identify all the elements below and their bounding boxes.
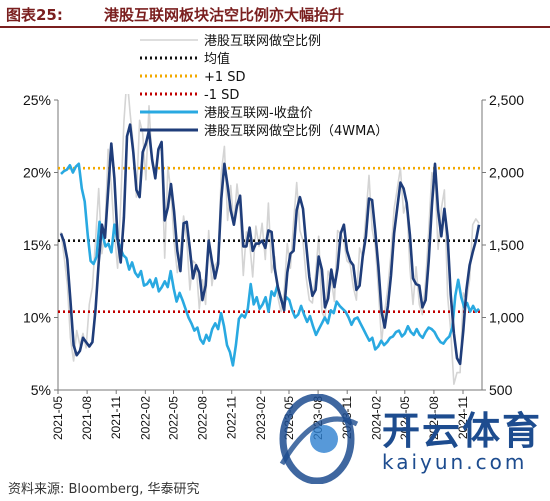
x-tick-label: 2024-02 <box>369 396 383 440</box>
figure-title-bar: 图表25: 港股互联网板块沽空比例亦大幅抬升 <box>0 0 550 28</box>
series-line-right <box>60 162 480 367</box>
legend-label: 港股互联网做空比例 <box>204 34 321 49</box>
figure-source: 资料来源: Bloomberg, 华泰研究 <box>8 482 200 497</box>
legend-label: 均值 <box>204 51 230 67</box>
watermark-text-en: kaiyun.com <box>382 450 528 474</box>
figure-label: 图表25: <box>6 6 63 24</box>
x-tick-label: 2022-08 <box>196 396 210 440</box>
series-line-left <box>60 94 480 385</box>
legend-label: 港股互联网-收盘价 <box>204 105 313 121</box>
series-line-left <box>59 123 481 366</box>
title-rule <box>0 26 550 28</box>
x-tick-label: 2024-11 <box>456 396 470 439</box>
x-tick-label: 2021-08 <box>80 396 94 440</box>
legend-label: -1 SD <box>204 88 239 103</box>
y-right-tick-label: 1,000 <box>489 310 524 326</box>
x-tick-label: 2022-11 <box>225 396 239 439</box>
watermark-logo-icon <box>279 394 359 484</box>
y-right-tick-label: 1,500 <box>489 237 524 253</box>
y-left-tick-label: 15% <box>23 237 51 253</box>
y-right-tick-label: 2,500 <box>489 92 524 108</box>
figure-title: 港股互联网板块沽空比例亦大幅抬升 <box>104 6 345 24</box>
y-left-tick-label: 5% <box>31 382 51 398</box>
x-tick-label: 2023-02 <box>254 396 268 440</box>
x-tick-label: 2024-08 <box>427 396 441 440</box>
watermark: 开云体育 kaiyun.com <box>262 394 550 484</box>
short-ratio-chart: 5% 10% 15% 20% 25% 500 1,000 1,500 2,000 2,500 202… <box>23 34 524 440</box>
legend-label: +1 SD <box>204 70 246 85</box>
y-left-tick-label: 25% <box>23 92 51 108</box>
y-left-tick-label: 20% <box>23 165 51 181</box>
y-right-tick-label: 2,000 <box>489 165 524 181</box>
y-right-tick-label: 500 <box>489 382 513 398</box>
x-tick-label: 2021-05 <box>51 396 65 440</box>
legend-label: 港股互联网做空比例（4WMA） <box>204 124 388 139</box>
x-tick-label: 2024-05 <box>398 396 412 440</box>
watermark-text-cn: 开云体育 <box>382 409 543 453</box>
x-tick-label: 2021-11 <box>109 396 123 439</box>
y-left-tick-label: 10% <box>23 310 51 326</box>
x-tick-label: 2022-05 <box>166 396 180 440</box>
x-tick-label: 2022-02 <box>138 396 152 440</box>
